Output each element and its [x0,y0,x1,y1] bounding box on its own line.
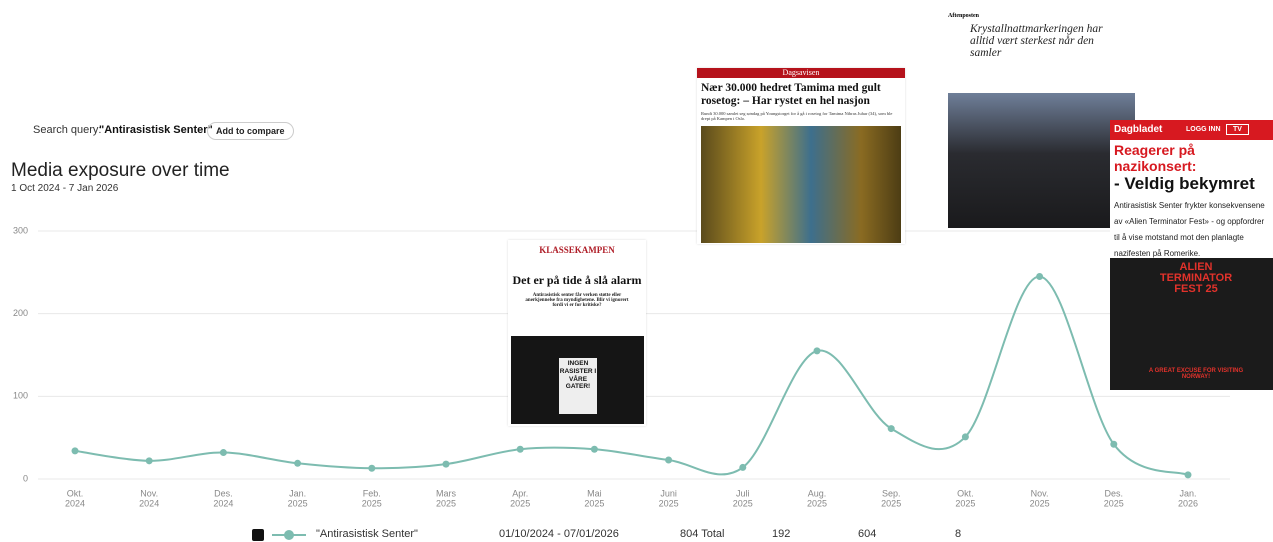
chart-title: Media exposure over time [11,160,230,181]
x-tick-label: 2025 [1030,498,1050,508]
x-tick-label: Jan. [289,488,306,498]
data-point [442,460,450,468]
x-tick-label: Des. [1105,488,1124,498]
legend-marker [284,530,294,540]
photo [948,93,1135,228]
legend-total: 804 Total [680,528,725,540]
legend-toggle[interactable] [252,529,264,541]
clipping-aftenposten: Aftenposten Krystallnattmarkeringen har … [946,10,1135,228]
data-point [961,433,969,441]
legend-label: "Antirasistisk Senter" [316,528,418,540]
x-tick-label: 2026 [1178,498,1198,508]
legend-stat: 8 [955,528,962,540]
legend-period: 01/10/2024 - 07/01/2026 [499,528,619,540]
tv-button[interactable]: TV [1226,124,1249,135]
x-tick-label: Apr. [512,488,528,498]
clipping-dagbladet: Dagbladet LOGG INN TV Reagerer på naziko… [1110,120,1273,390]
data-point [590,445,598,453]
poster: ALIEN TERMINATOR FEST 25 A GREAT EXCUSE … [1110,258,1273,390]
data-point [219,449,227,457]
search-term: "Antirasistisk Senter" [99,124,213,136]
masthead: KLASSEKAMPEN [539,245,615,255]
masthead: Dagsavisen [697,68,905,78]
x-tick-label: 2024 [213,498,233,508]
legend-stat: 604 [858,528,877,540]
x-tick-label: Juli [736,488,750,498]
kicker: Reagerer på nazikonsert: [1114,142,1197,174]
x-tick-label: Mai [587,488,602,498]
data-point [813,347,821,355]
x-tick-label: Des. [214,488,233,498]
x-tick-label: Juni [660,488,677,498]
series-line [74,275,1189,476]
x-tick-label: 2025 [510,498,530,508]
x-tick-label: Okt. [957,488,974,498]
x-tick-label: Mars [436,488,456,498]
x-tick-label: 2025 [733,498,753,508]
lead: Antirasistisk senter får verken støtte e… [525,293,629,308]
x-tick-label: 2024 [65,498,85,508]
y-tick-label: 300 [13,225,28,235]
x-tick-label: 2025 [659,498,679,508]
x-tick-label: Aug. [808,488,827,498]
headline: Krystallnattmarkeringen har alltid vært … [970,23,1103,59]
data-point [1036,272,1044,280]
x-tick-label: 2025 [362,498,382,508]
x-tick-label: Okt. [67,488,84,498]
x-tick-label: 2025 [584,498,604,508]
topbar: Dagbladet LOGG INN TV [1110,120,1273,140]
lead: Antirasistisk Senter frykter konsekvense… [1114,201,1265,258]
data-point [1184,471,1192,479]
login[interactable]: LOGG INN [1186,126,1221,133]
search-label: Search query: [33,124,102,136]
y-tick-label: 200 [13,308,28,318]
x-tick-label: 2025 [955,498,975,508]
compare-button[interactable]: Add to compare [207,122,294,140]
headline: Nær 30.000 hedret Tamima med gult roseto… [701,82,881,107]
y-tick-label: 100 [13,391,28,401]
x-tick-label: 2025 [288,498,308,508]
clipping-dagsavisen: Dagsavisen Nær 30.000 hedret Tamima med … [697,68,905,244]
chart-subtitle: 1 Oct 2024 - 7 Jan 2026 [11,183,119,194]
masthead: Aftenposten [948,13,979,19]
data-point [516,445,524,453]
y-tick-label: 0 [23,473,28,483]
data-point [294,459,302,467]
x-tick-label: 2025 [436,498,456,508]
clipping-klassekampen: KLASSEKAMPEN Det er på tide å slå alarm … [508,240,646,426]
data-point [368,464,376,472]
photo [701,126,901,243]
x-tick-label: 2025 [807,498,827,508]
lead: Rundt 30.000 samlet seg søndag på Youngs… [701,111,893,121]
sign: INGEN RASISTER I VÅRE GATER! [559,358,597,414]
masthead: Dagbladet [1114,124,1163,135]
headline: Det er på tide å slå alarm [512,273,642,287]
x-tick-label: Nov. [140,488,158,498]
x-tick-label: 2024 [139,498,159,508]
x-tick-label: Nov. [1031,488,1049,498]
x-tick-label: Jan. [1179,488,1196,498]
poster-tagline: A GREAT EXCUSE FOR VISITING NORWAY! [1148,368,1244,380]
data-point [887,425,895,433]
headline: - Veldig bekymret [1114,174,1255,193]
data-point [665,456,673,464]
x-tick-label: Feb. [363,488,381,498]
poster-title: ALIEN TERMINATOR FEST 25 [1159,261,1233,295]
data-point [1110,440,1118,448]
data-point [71,447,79,455]
data-point [739,463,747,471]
x-tick-label: Sep. [882,488,901,498]
legend-stat: 192 [772,528,791,540]
x-tick-label: 2025 [1104,498,1124,508]
data-point [145,457,153,465]
x-tick-label: 2025 [881,498,901,508]
photo: INGEN RASISTER I VÅRE GATER! [511,336,644,424]
